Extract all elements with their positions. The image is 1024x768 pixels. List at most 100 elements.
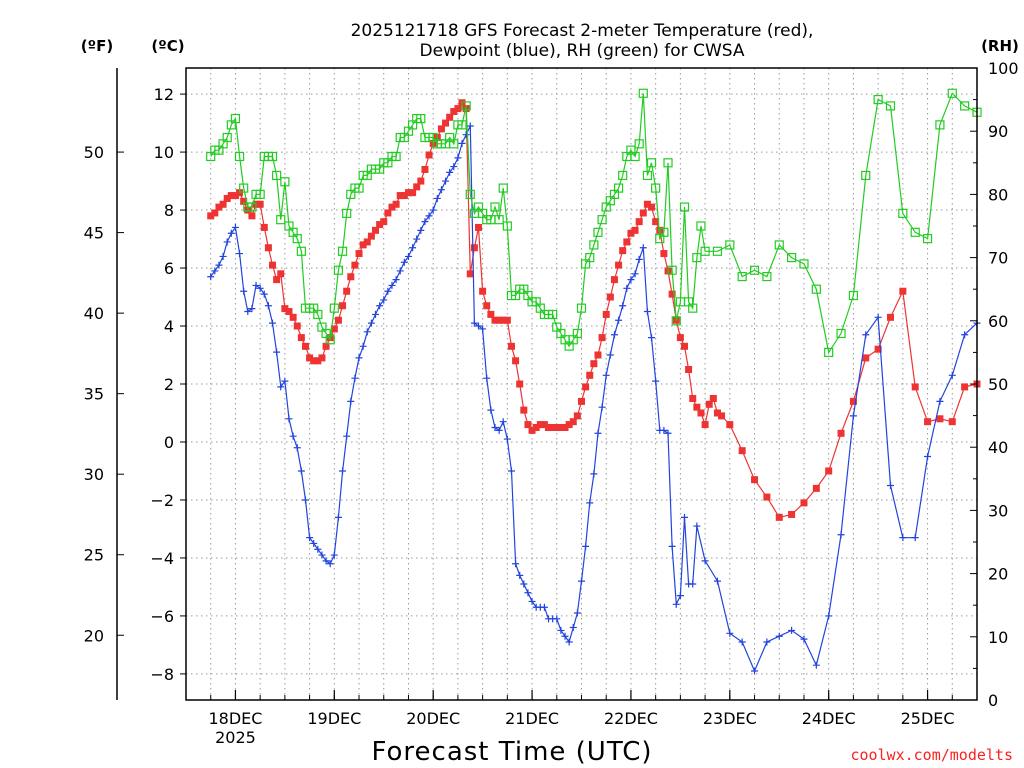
temperature-point xyxy=(322,342,330,350)
rh-point xyxy=(824,347,834,357)
temperature-point xyxy=(623,238,631,246)
rh-unit-label: (RH) xyxy=(981,37,1019,55)
rh-point xyxy=(762,271,772,282)
temperature-point xyxy=(487,310,495,318)
dewpoint-point xyxy=(948,371,956,379)
temperature-point xyxy=(466,270,474,278)
dewpoint-point xyxy=(475,322,483,330)
credit-text: coolwx.com/modelts xyxy=(850,746,1013,764)
temperature-point xyxy=(635,218,643,226)
dewpoint-point xyxy=(606,351,614,359)
temperature-point xyxy=(215,203,223,211)
dewpoint-point xyxy=(837,531,845,539)
rh-point xyxy=(548,309,558,320)
rh-point xyxy=(329,303,339,313)
rh-point xyxy=(692,253,702,263)
temperature-point xyxy=(219,200,227,208)
rh-point xyxy=(267,151,278,162)
temperature-point xyxy=(355,250,363,258)
temperature-point xyxy=(240,197,248,205)
dewpoint-point xyxy=(211,267,219,275)
rh-point xyxy=(696,221,706,231)
dewpoint-point xyxy=(215,261,223,269)
rh-point xyxy=(296,246,306,256)
temperature-point xyxy=(709,394,717,402)
rh-point xyxy=(333,265,344,275)
dewpoint-point xyxy=(582,542,590,550)
dewpoint-point xyxy=(862,331,870,339)
temperature-point xyxy=(643,200,651,208)
temperature-point xyxy=(396,192,404,200)
rh-point xyxy=(667,265,677,275)
dewpoint-point xyxy=(701,557,709,565)
temperature-point xyxy=(491,316,499,324)
temperature-point xyxy=(227,192,235,200)
fahrenheit-unit-label: (ºF) xyxy=(81,37,113,55)
dewpoint-point xyxy=(355,354,363,362)
temperature-point xyxy=(231,192,239,200)
dewpoint-point xyxy=(631,270,639,278)
rh-point xyxy=(234,151,245,162)
rh-point xyxy=(457,120,467,130)
dewpoint-point xyxy=(693,522,701,530)
chart-title-line2: Dewpoint (blue), RH (green) for CWSA xyxy=(420,41,745,61)
temperature-point xyxy=(899,287,907,295)
dewpoint-point xyxy=(330,551,338,559)
x-tick-label: 19DEC xyxy=(307,709,361,728)
celsius-tick-label: 6 xyxy=(164,259,174,278)
temperature-point xyxy=(763,493,771,501)
fahrenheit-tick-label: 50 xyxy=(84,143,104,162)
celsius-tick-label: −2 xyxy=(150,491,174,510)
dewpoint-point xyxy=(458,139,466,147)
temperature-point xyxy=(507,342,515,350)
celsius-tick-label: −4 xyxy=(150,549,174,568)
dewpoint-point xyxy=(314,545,322,553)
rh-point xyxy=(642,170,653,181)
temperature-point xyxy=(343,287,351,295)
dewpoint-point xyxy=(219,252,227,260)
temperature-point xyxy=(775,513,783,521)
dewpoint-point xyxy=(578,577,585,585)
rh-point xyxy=(449,139,459,149)
rh-tick-label: 20 xyxy=(988,565,1008,584)
temperature-point xyxy=(310,357,318,365)
temperature-point xyxy=(619,247,627,255)
rh-point xyxy=(737,271,747,282)
celsius-tick-label: 2 xyxy=(164,375,174,394)
axes xyxy=(116,67,978,701)
dewpoint-point xyxy=(738,638,746,646)
rh-tick-label: 0 xyxy=(988,691,998,710)
temperature-point xyxy=(676,334,684,342)
dewpoint-point xyxy=(281,377,289,385)
temperature-point xyxy=(347,273,355,281)
rh-tick-label: 60 xyxy=(988,312,1008,331)
dewpoint-point xyxy=(260,290,268,298)
temperature-point xyxy=(961,383,969,391)
temperature-point xyxy=(417,177,425,185)
rh-point xyxy=(935,120,945,130)
x-tick-label: 24DEC xyxy=(802,709,856,728)
rh-point xyxy=(589,240,599,250)
temperature-point xyxy=(442,119,450,127)
rh-point xyxy=(634,139,644,149)
dewpoint-point xyxy=(437,186,445,194)
rh-point xyxy=(836,328,846,339)
temperature-point xyxy=(388,203,396,211)
temperature-point xyxy=(277,270,285,278)
dewpoint-point xyxy=(615,316,623,324)
celsius-tick-label: −6 xyxy=(150,607,174,626)
temperature-point xyxy=(594,351,602,359)
dewpoint-point xyxy=(528,597,536,605)
temperature-point xyxy=(701,421,709,429)
temperature-point xyxy=(553,423,561,431)
temperature-point xyxy=(207,212,215,220)
rh-point xyxy=(572,328,582,339)
celsius-tick-label: 10 xyxy=(154,143,174,162)
rh-line xyxy=(210,92,978,354)
dewpoint-point xyxy=(619,302,627,310)
temperature-point xyxy=(602,310,610,318)
temperature-point xyxy=(297,334,305,342)
temperature-point xyxy=(631,226,639,234)
temperature-point xyxy=(285,308,293,316)
dewpoint-point xyxy=(680,513,688,521)
